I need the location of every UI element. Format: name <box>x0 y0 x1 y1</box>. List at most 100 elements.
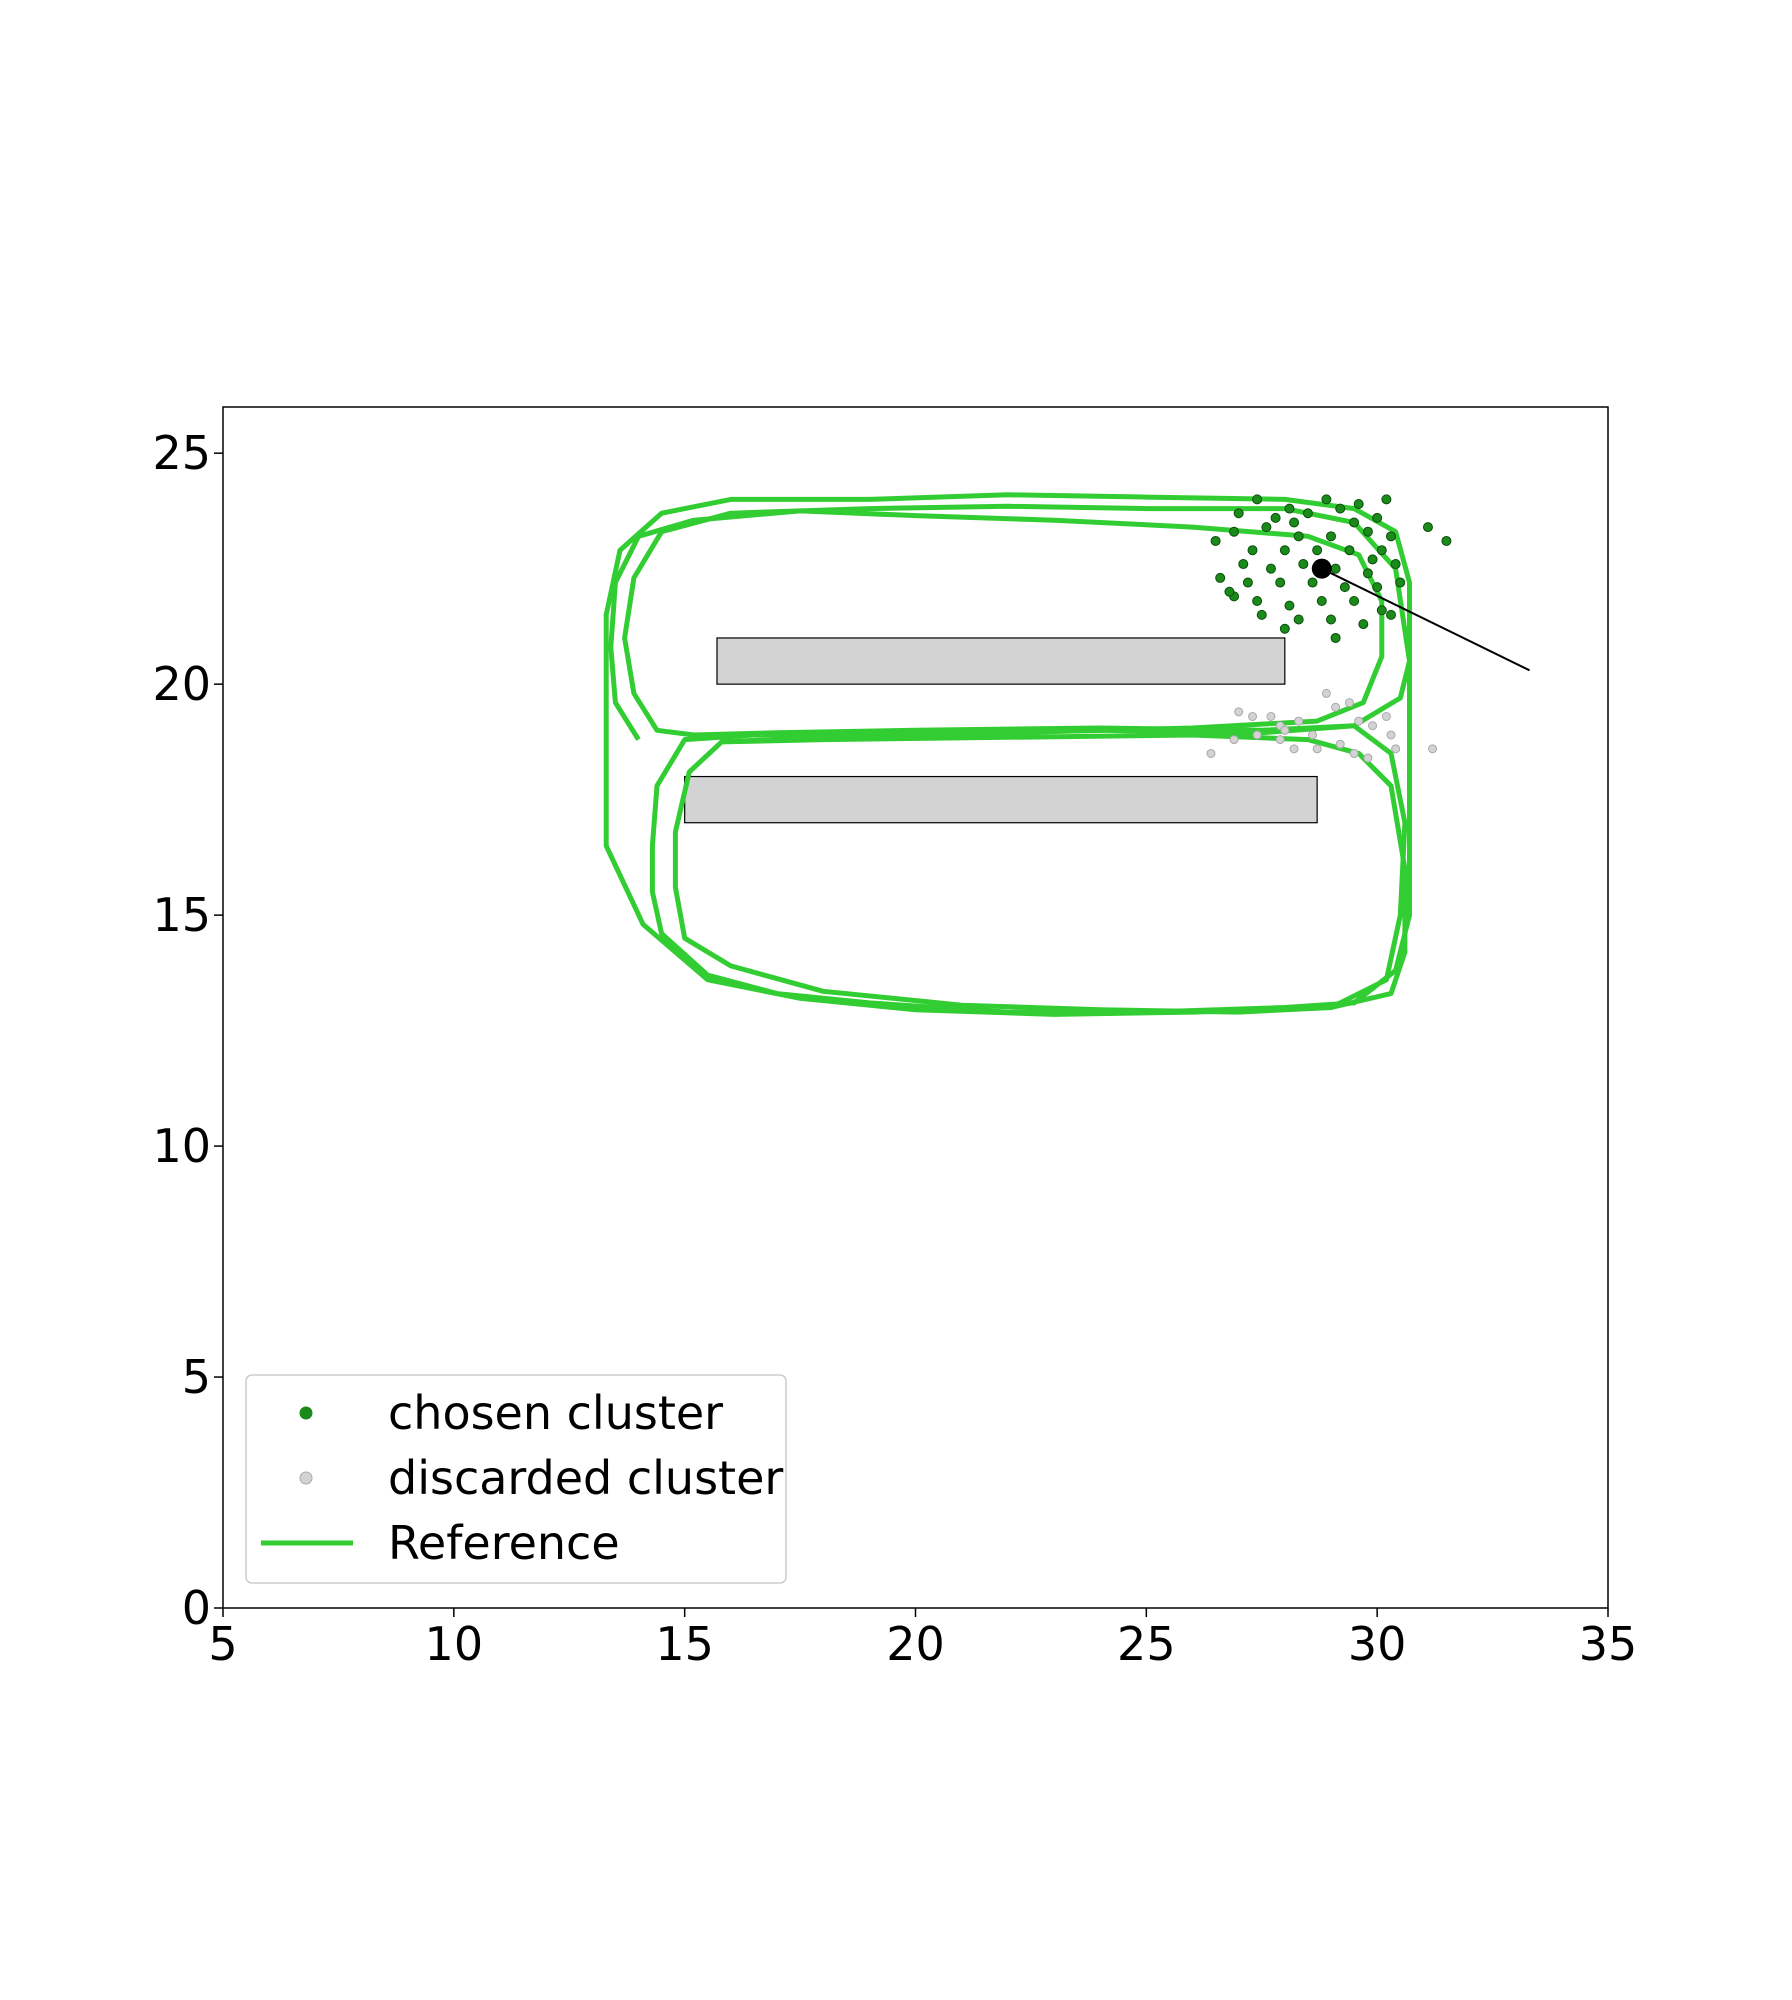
chosen-point <box>1321 494 1332 505</box>
y-axis: 0 5 10 15 20 25 <box>152 426 223 1635</box>
chosen-point <box>1381 494 1392 505</box>
x-tick-label: 30 <box>1348 1617 1407 1671</box>
chosen-point <box>1330 632 1341 643</box>
chosen-point <box>1238 559 1249 570</box>
chosen-point <box>1302 508 1313 519</box>
chosen-point <box>1349 517 1360 528</box>
y-tick-label: 25 <box>152 426 211 480</box>
estimate-layer <box>1311 558 1530 672</box>
chosen-point <box>1284 600 1295 611</box>
x-tick-label: 20 <box>886 1617 945 1671</box>
discarded-point <box>1308 730 1318 740</box>
discarded-point <box>1206 748 1216 758</box>
reference-path <box>608 508 1408 1015</box>
chosen-point <box>1252 596 1263 607</box>
discarded-point <box>1344 698 1354 708</box>
chosen-point <box>1289 517 1300 528</box>
chosen-point <box>1372 582 1383 593</box>
legend-marker <box>299 1406 313 1420</box>
chosen-cluster-layer <box>1210 494 1452 643</box>
x-axis: 5 10 15 20 25 30 35 <box>208 1608 1637 1671</box>
x-tick-label: 15 <box>655 1617 714 1671</box>
chosen-point <box>1256 609 1267 620</box>
chosen-point <box>1210 535 1221 546</box>
discarded-point <box>1294 716 1304 726</box>
discarded-point <box>1248 711 1258 721</box>
x-tick-label: 10 <box>425 1617 484 1671</box>
discarded-point <box>1229 735 1239 745</box>
discarded-point <box>1349 748 1359 758</box>
x-tick-label: 5 <box>208 1617 237 1671</box>
chosen-point <box>1279 623 1290 634</box>
y-tick-label: 10 <box>152 1119 211 1173</box>
chosen-point <box>1362 526 1373 537</box>
chosen-point <box>1422 522 1433 533</box>
heading-line <box>1321 567 1530 672</box>
chosen-point <box>1395 577 1406 588</box>
chosen-point <box>1215 572 1226 583</box>
estimate-marker <box>1311 558 1332 579</box>
chosen-point <box>1330 563 1341 574</box>
discarded-point <box>1266 711 1276 721</box>
chosen-point <box>1307 577 1318 588</box>
legend: chosen cluster discarded cluster Reference <box>245 1374 787 1584</box>
chosen-point <box>1326 531 1336 542</box>
discarded-point <box>1381 711 1391 721</box>
chosen-point <box>1284 503 1295 514</box>
chosen-point <box>1279 545 1290 556</box>
y-tick-label: 5 <box>182 1350 211 1404</box>
legend-label: Reference <box>388 1516 620 1570</box>
chosen-point <box>1229 526 1240 537</box>
chosen-point <box>1386 609 1397 620</box>
obstacles-layer <box>684 637 1318 824</box>
legend-box <box>245 1374 787 1584</box>
chosen-point <box>1252 494 1263 505</box>
legend-marker <box>299 1471 313 1485</box>
chosen-point <box>1376 605 1387 616</box>
chosen-point <box>1362 568 1373 579</box>
chosen-point <box>1293 531 1304 542</box>
chosen-point <box>1376 545 1387 556</box>
discarded-point <box>1363 753 1373 763</box>
legend-label: discarded cluster <box>388 1451 783 1505</box>
discarded-point <box>1368 721 1378 731</box>
legend-label: chosen cluster <box>388 1386 723 1440</box>
discarded-point <box>1386 730 1396 740</box>
obstacle-rect <box>684 775 1318 824</box>
legend-items: chosen cluster discarded cluster Reference <box>261 1386 783 1570</box>
y-tick-label: 15 <box>152 888 211 942</box>
discarded-point <box>1428 744 1438 754</box>
discarded-point <box>1331 702 1341 712</box>
y-tick-label: 20 <box>152 657 211 711</box>
chosen-point <box>1270 512 1281 523</box>
chosen-point <box>1353 499 1364 510</box>
discarded-point <box>1252 730 1262 740</box>
discarded-point <box>1289 744 1299 754</box>
chosen-point <box>1358 619 1369 630</box>
x-tick-label: 25 <box>1117 1617 1176 1671</box>
reference-path <box>603 492 1412 1017</box>
chosen-point <box>1349 596 1360 607</box>
chosen-point <box>1298 559 1309 570</box>
x-tick-label: 35 <box>1579 1617 1638 1671</box>
chosen-point <box>1316 596 1327 607</box>
chosen-point <box>1242 577 1253 588</box>
chosen-point <box>1335 503 1346 514</box>
chosen-point <box>1224 586 1235 597</box>
discarded-point <box>1234 707 1244 717</box>
chosen-point <box>1386 531 1397 542</box>
chosen-point <box>1441 535 1452 546</box>
chosen-point <box>1247 545 1258 556</box>
discarded-point <box>1312 744 1322 754</box>
discarded-point <box>1354 716 1364 726</box>
chosen-point <box>1261 522 1272 533</box>
chosen-point <box>1275 577 1286 588</box>
chosen-point <box>1339 582 1350 593</box>
y-tick-label: 0 <box>182 1581 211 1635</box>
discarded-point <box>1280 725 1290 735</box>
discarded-point <box>1275 735 1285 745</box>
discarded-point <box>1391 744 1401 754</box>
chosen-point <box>1344 545 1355 556</box>
